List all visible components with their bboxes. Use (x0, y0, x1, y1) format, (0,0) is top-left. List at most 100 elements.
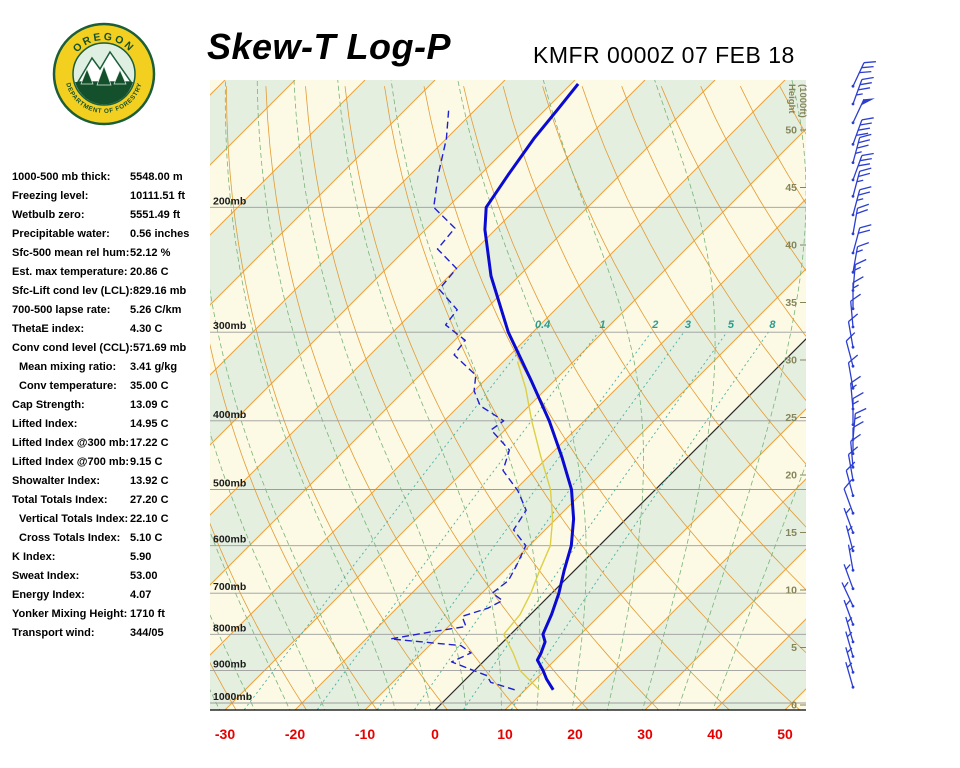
temp-axis-labels: -30 -20 -10 0 10 20 30 40 50 (215, 726, 793, 742)
pressure-label: 200mb (213, 195, 246, 207)
height-axis-label: 25 (785, 412, 797, 424)
index-label: Cross Totals Index: (19, 532, 121, 544)
index-row-21: Sweat Index: 53.00 (12, 567, 217, 586)
height-axis-label: 15 (785, 527, 797, 539)
index-row-14: Lifted Index @300 mb: 17.22 C (12, 434, 217, 453)
index-value: 13.09 C (130, 399, 169, 411)
index-label: Transport wind: (12, 627, 95, 639)
pressure-label: 700mb (213, 581, 246, 593)
pressure-label: 400mb (213, 409, 246, 421)
temp-axis-label: -20 (285, 726, 305, 742)
index-label: Freezing level: (12, 190, 89, 202)
sounding-traces (389, 82, 580, 691)
index-label: Total Totals Index: (12, 494, 108, 506)
dry-adiabats (210, 86, 806, 710)
index-value: 0.56 inches (130, 228, 190, 240)
index-value: 52.12 % (130, 247, 171, 259)
index-value: 5548.00 m (130, 171, 183, 183)
height-axis-label: 45 (785, 182, 797, 194)
index-row-16: Showalter Index: 13.92 C (12, 472, 217, 491)
index-label: 700-500 lapse rate: (12, 304, 111, 316)
mixing-ratio-label: 2 (651, 319, 658, 331)
logo-mountain-scene (75, 50, 133, 105)
index-row-15: Lifted Index @700 mb: 9.15 C (12, 453, 217, 472)
index-row-9: Conv cond level (CCL): 571.69 mb (12, 339, 217, 358)
station-label: KMFR 0000Z 07 FEB 18 (533, 42, 795, 68)
index-value: 5.26 C/km (130, 304, 182, 316)
index-row-17: Total Totals Index: 27.20 C (12, 491, 217, 510)
index-label: Sfc-Lift cond lev (LCL): (12, 285, 133, 297)
index-value: 53.00 (130, 570, 158, 582)
index-row-22: Energy Index: 4.07 (12, 586, 217, 605)
index-label: Vertical Totals Index: (19, 513, 129, 525)
index-label: Mean mixing ratio: (19, 361, 117, 373)
index-value: 35.00 C (130, 380, 169, 392)
index-value: 3.41 g/kg (130, 361, 178, 373)
temp-axis-label: -10 (355, 726, 375, 742)
index-row-6: Sfc-Lift cond lev (LCL): 829.16 mb (12, 282, 217, 301)
mixing-ratio-label: 3 (685, 319, 691, 331)
wetbulb-trace (503, 361, 554, 691)
index-value: 27.20 C (130, 494, 169, 506)
index-label: Energy Index: (12, 589, 85, 601)
index-label: Showalter Index: (12, 475, 101, 487)
height-axis-label: 40 (785, 240, 797, 252)
index-row-23: Yonker Mixing Height: 1710 ft (12, 605, 217, 624)
index-value: 4.30 C (130, 323, 163, 335)
index-value: 829.16 mb (133, 285, 187, 297)
index-label: 1000-500 mb thick: (12, 171, 111, 183)
pressure-label: 300mb (213, 320, 246, 332)
temp-axis-label: 40 (707, 726, 723, 742)
mixing-ratio-label: 0.4 (535, 319, 550, 331)
mixing-ratio-lines (243, 331, 769, 710)
index-value: 5.10 C (130, 532, 163, 544)
index-label: ThetaE index: (12, 323, 85, 335)
pressure-label: 800mb (213, 622, 246, 634)
height-axis-label: 35 (785, 297, 797, 309)
index-label: Sweat Index: (12, 570, 80, 582)
index-value: 10111.51 ft (130, 190, 186, 202)
index-label: Precipitable water: (12, 228, 110, 240)
index-value: 1710 ft (130, 608, 165, 620)
index-row-1: Freezing level: 10111.51 ft (12, 187, 217, 206)
temp-axis-label: 0 (431, 726, 439, 742)
index-label: K Index: (12, 551, 56, 563)
height-axis-label: 30 (785, 355, 797, 367)
height-axis-label: 5 (791, 642, 797, 654)
wind-barbs (841, 61, 876, 689)
mixing-ratio-label: 1 (600, 319, 606, 331)
index-row-5: Est. max temperature: 20.86 C (12, 263, 217, 282)
index-label: Yonker Mixing Height: (12, 608, 128, 620)
pressure-label: 1000mb (213, 691, 252, 703)
pressure-label: 600mb (213, 534, 246, 546)
index-row-24: Transport wind: 344/05 (12, 624, 217, 643)
height-axis-title-units: (1000ft) (797, 84, 808, 118)
index-value: 5.90 (130, 551, 152, 563)
height-axis-title: Height (786, 84, 797, 114)
index-value: 13.92 C (130, 475, 169, 487)
index-row-18: Vertical Totals Index: 22.10 C (12, 510, 217, 529)
index-label: Conv temperature: (19, 380, 117, 392)
height-axis: 0 5 10 15 20 25 30 35 40 45 50 Height (1000ft) (785, 84, 808, 712)
index-row-11: Conv temperature: 35.00 C (12, 377, 217, 396)
dewpoint-trace (389, 108, 527, 691)
index-label: Wetbulb zero: (12, 209, 85, 221)
index-row-8: ThetaE index: 4.30 C (12, 320, 217, 339)
index-row-0: 1000-500 mb thick: 5548.00 m (12, 168, 217, 187)
index-value: 14.95 C (130, 418, 169, 430)
index-row-13: Lifted Index: 14.95 C (12, 415, 217, 434)
height-axis-label: 10 (785, 585, 797, 597)
isotherms (210, 80, 806, 710)
index-label: Sfc-500 mean rel hum: (12, 247, 130, 259)
index-value: 5551.49 ft (130, 209, 181, 221)
index-row-7: 700-500 lapse rate: 5.26 C/km (12, 301, 217, 320)
index-value: 17.22 C (130, 437, 169, 449)
height-axis-label: 0 (791, 700, 797, 712)
index-label: Est. max temperature: (12, 266, 128, 278)
pressure-label: 900mb (213, 659, 246, 671)
index-row-4: Sfc-500 mean rel hum: 52.12 % (12, 244, 217, 263)
index-row-10: Mean mixing ratio: 3.41 g/kg (12, 358, 217, 377)
index-row-20: K Index: 5.90 (12, 548, 217, 567)
index-label: Lifted Index @700 mb: (12, 456, 130, 468)
